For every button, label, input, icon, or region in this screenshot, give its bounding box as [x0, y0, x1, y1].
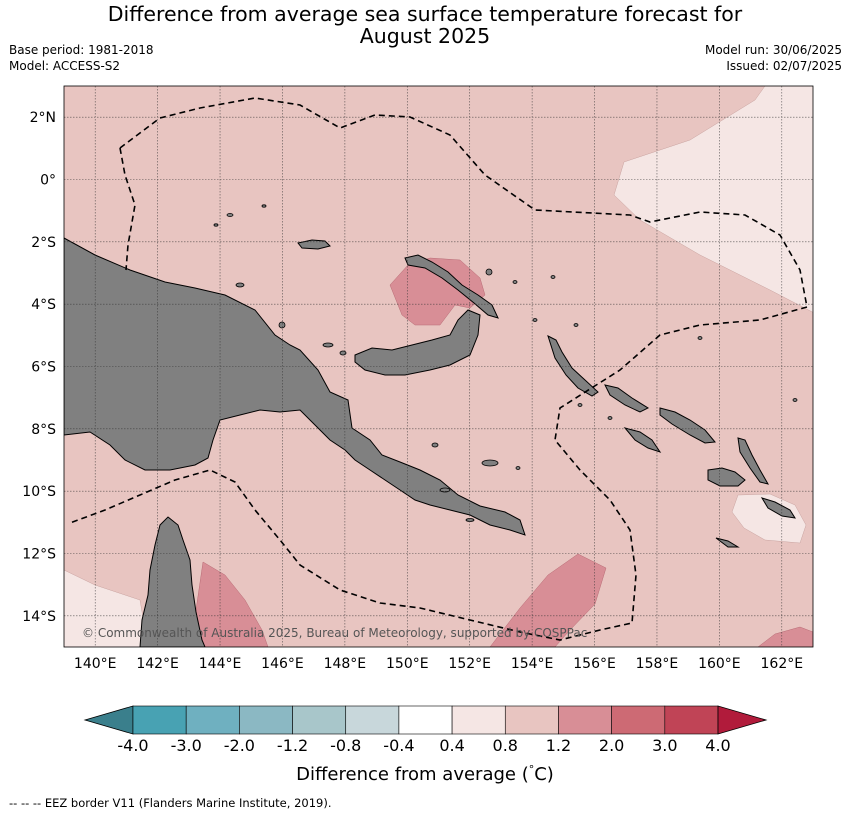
- issued-date: Issued: 02/07/2025: [726, 58, 842, 73]
- lon-label-11: 162°E: [761, 656, 804, 672]
- colorbar-tick-label-6: 0.4: [439, 736, 464, 755]
- lon-label-8: 156°E: [573, 656, 616, 672]
- small-islands: [213, 204, 798, 522]
- colorbar-segment-0: [132, 705, 187, 735]
- lat-label-2: 2°S: [31, 235, 56, 251]
- map-frame: [63, 85, 814, 648]
- lat-label-4: 6°S: [31, 360, 56, 376]
- colorbar-segment-7: [504, 705, 559, 735]
- land-new-ireland: [404, 254, 499, 319]
- lat-label-0: 2°N: [30, 110, 56, 126]
- land-malaita: [737, 437, 770, 485]
- lat-label-5: 8°S: [31, 422, 56, 438]
- land-rennell: [715, 537, 740, 548]
- colorbar-tick-label-1: -3.0: [171, 736, 202, 755]
- colorbar-title-degree: °: [529, 763, 535, 776]
- title-line-1: Difference from average sea surface temp…: [107, 2, 743, 26]
- colorbar-segment-1: [185, 705, 240, 735]
- lat-label-8: 14°S: [22, 609, 56, 625]
- colorbar-segment-6: [451, 705, 506, 735]
- colorbar-tick-label-2: -2.0: [224, 736, 255, 755]
- colorbar-tick-label-0: -4.0: [117, 736, 148, 755]
- eez-border-png-solomons: [69, 306, 808, 641]
- colorbar-extend-low: [83, 705, 134, 735]
- anomaly-zone-southeast-islands: [731, 493, 807, 544]
- chart-title: Difference from average sea surface temp…: [0, 3, 850, 47]
- colorbar: [83, 705, 768, 735]
- colorbar-tick-label-5: -0.4: [383, 736, 414, 755]
- lon-label-7: 154°E: [511, 656, 554, 672]
- land-new-britain: [354, 309, 481, 376]
- lon-label-1: 142°E: [136, 656, 179, 672]
- lon-label-2: 144°E: [199, 656, 242, 672]
- land-choiseul: [604, 384, 650, 413]
- lon-label-6: 152°E: [448, 656, 491, 672]
- land-bougainville: [547, 335, 599, 397]
- model-name: Model: ACCESS-S2: [9, 58, 121, 73]
- longitude-labels: 140°E 142°E 144°E 146°E 148°E 150°E 152°E 154°E…: [74, 656, 803, 672]
- land-makira: [760, 497, 797, 519]
- lon-label-3: 146°E: [261, 656, 304, 672]
- eez-legend-note: -- -- -- EEZ border V11 (Flanders Marine…: [9, 796, 332, 810]
- lat-label-1: 0°: [40, 173, 56, 189]
- land-manus: [297, 239, 331, 250]
- lat-label-6: 10°S: [22, 484, 56, 500]
- lon-label-4: 148°E: [324, 656, 367, 672]
- meta-left: Base period: 1981-2018 Model: ACCESS-S2: [9, 43, 154, 74]
- lon-label-10: 160°E: [698, 656, 741, 672]
- anomaly-zone-southeast-corner: [757, 626, 813, 647]
- latitude-labels: 2°N 0° 2°S 4°S 6°S 8°S 10°S 12°S 14°S: [22, 110, 56, 625]
- land-new-guinea: [64, 237, 526, 536]
- land-australia-cape-york: [139, 516, 206, 647]
- land-guadalcanal: [707, 467, 746, 487]
- colorbar-extend-high: [717, 705, 768, 735]
- colorbar-tick-label-10: 3.0: [652, 736, 677, 755]
- colorbar-title-text: Difference from average (: [296, 764, 529, 785]
- colorbar-tick-label-11: 4.0: [705, 736, 730, 755]
- colorbar-tick-label-9: 2.0: [599, 736, 624, 755]
- colorbar-tick-label-3: -1.2: [277, 736, 308, 755]
- colorbar-segment-2: [239, 705, 293, 735]
- meta-right: Model run: 30/06/2025 Issued: 02/07/2025: [705, 43, 842, 74]
- copyright-text: © Commonwealth of Australia 2025, Bureau…: [82, 626, 587, 640]
- title-line-2: August 2025: [359, 24, 491, 48]
- map-area: © Commonwealth of Australia 2025, Bureau…: [64, 86, 813, 647]
- eez-border-png: [119, 97, 808, 308]
- base-period: Base period: 1981-2018: [9, 43, 154, 57]
- colorbar-title: Difference from average (°C): [296, 763, 554, 785]
- lat-label-7: 12°S: [22, 547, 56, 563]
- gridlines: [64, 86, 813, 647]
- colorbar-tick-label-7: 0.8: [493, 736, 518, 755]
- anomaly-zone-northeast: [613, 86, 813, 313]
- colorbar-tick-label-8: 1.2: [546, 736, 571, 755]
- model-run: Model run: 30/06/2025: [704, 43, 842, 57]
- colorbar-segment-5: [398, 705, 453, 735]
- colorbar-labels: -4.0 -3.0 -2.0 -1.2 -0.8 -0.4 0.4 0.8 1.2 2.0 3.0 4…: [117, 736, 730, 755]
- land-santa-isabel: [659, 407, 716, 444]
- colorbar-segment-4: [345, 705, 400, 735]
- colorbar-title-unit: C): [534, 764, 554, 785]
- eez-borders: [69, 97, 808, 641]
- colorbar-segment-9: [611, 705, 666, 735]
- colorbar-segment-8: [558, 705, 612, 735]
- lon-label-9: 158°E: [636, 656, 679, 672]
- lon-label-0: 140°E: [74, 656, 117, 672]
- colorbar-tick-label-4: -0.8: [330, 736, 361, 755]
- lon-label-5: 150°E: [386, 656, 429, 672]
- colorbar-segment-10: [664, 705, 719, 735]
- lat-label-3: 4°S: [31, 297, 56, 313]
- anomaly-zone-coralsea: [489, 553, 607, 647]
- land-new-georgia: [623, 427, 662, 453]
- colorbar-segment-3: [292, 705, 347, 735]
